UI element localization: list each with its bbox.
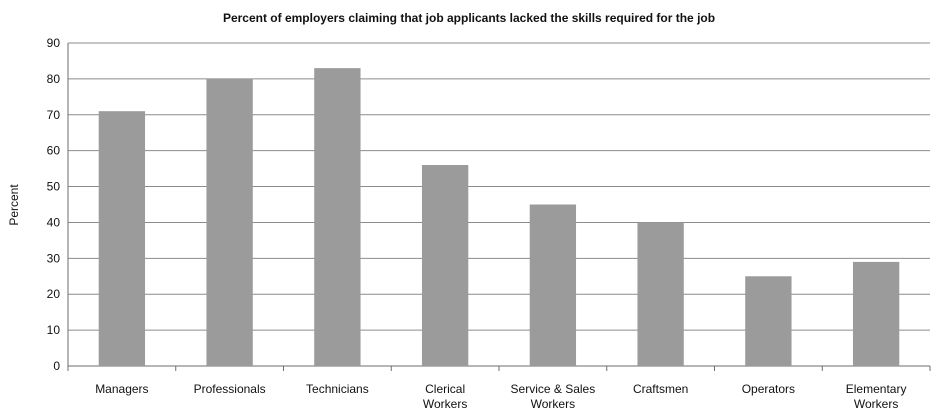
y-tick-labels: 0 10 20 30 40 50 60 70 80 90 bbox=[47, 36, 61, 373]
y-tick-label-70: 70 bbox=[47, 108, 61, 122]
x-category-label-6: Operators bbox=[742, 382, 795, 396]
y-tick-label-10: 10 bbox=[47, 323, 61, 337]
y-tick-label-80: 80 bbox=[47, 72, 61, 86]
bar-5 bbox=[637, 222, 684, 366]
y-tick-label-50: 50 bbox=[47, 180, 61, 194]
y-tick-label-0: 0 bbox=[53, 359, 60, 373]
gridlines bbox=[67, 42, 931, 371]
y-tick-label-20: 20 bbox=[47, 287, 61, 301]
y-tick-label-30: 30 bbox=[47, 251, 61, 265]
x-category-label-0: Managers bbox=[95, 382, 148, 396]
x-category-label-5: Craftsmen bbox=[633, 382, 688, 396]
x-category-labels: Managers Professionals Technicians Clerical… bbox=[95, 382, 906, 411]
bar-0 bbox=[98, 111, 146, 366]
x-category-label-7: Elementary Workers bbox=[846, 382, 907, 411]
y-tick-label-60: 60 bbox=[47, 144, 61, 158]
bar-2 bbox=[314, 68, 361, 366]
bars bbox=[98, 68, 900, 366]
chart-title: Percent of employers claiming that job a… bbox=[223, 11, 715, 25]
bar-1 bbox=[206, 78, 253, 366]
bar-3 bbox=[421, 165, 469, 366]
x-category-label-3: Clerical Workers bbox=[423, 382, 467, 411]
y-tick-label-40: 40 bbox=[47, 215, 61, 229]
y-tick-label-90: 90 bbox=[47, 36, 61, 50]
x-category-label-1: Professionals bbox=[194, 382, 266, 396]
x-category-label-2: Technicians bbox=[306, 382, 369, 396]
bar-4 bbox=[529, 204, 577, 366]
bar-6 bbox=[745, 276, 792, 366]
x-category-label-4: Service & Sales Workers bbox=[511, 382, 596, 411]
bar-7 bbox=[852, 261, 900, 366]
y-axis-label: Percent bbox=[7, 184, 21, 226]
